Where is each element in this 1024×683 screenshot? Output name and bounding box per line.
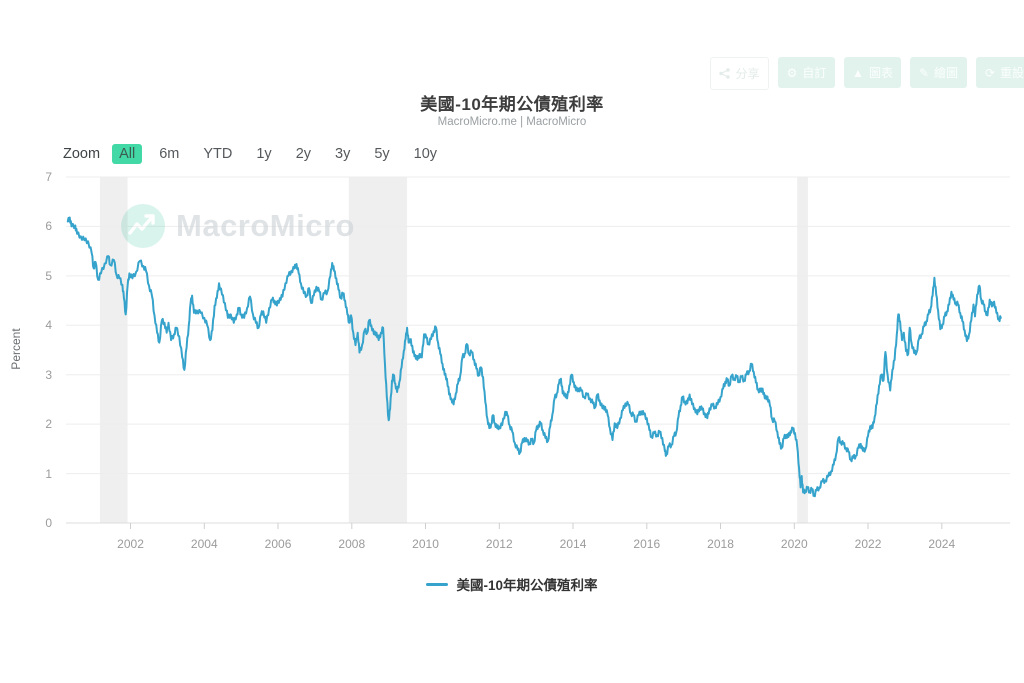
legend-item[interactable]: 美國-10年期公債殖利率 — [0, 574, 1024, 594]
zoom-option-6m[interactable]: 6m — [159, 146, 180, 162]
zoom-label: Zoom — [63, 146, 101, 162]
draw-button[interactable]: ✎ 繪圖 — [910, 57, 967, 88]
reset-button-label: 重設 — [1000, 66, 1024, 80]
zoom-option-All[interactable]: All — [112, 144, 143, 164]
customize-icon: ⚙ — [786, 65, 798, 80]
legend-line-swatch — [426, 582, 449, 586]
x-tick-label: 2022 — [854, 537, 882, 551]
x-tick-label: 2018 — [707, 537, 734, 551]
zoom-option-1y[interactable]: 1y — [256, 146, 272, 162]
x-tick-label: 2014 — [559, 537, 587, 551]
x-tick-label: 2012 — [485, 537, 513, 551]
charts-button[interactable]: ▲ 圖表 — [844, 57, 901, 88]
zoom-option-5y[interactable]: 5y — [374, 146, 390, 162]
y-tick-label: 1 — [45, 466, 52, 481]
zoom-option-3y[interactable]: 3y — [335, 146, 351, 162]
draw-icon: ✎ — [918, 65, 930, 80]
x-tick-label: 2008 — [338, 537, 366, 551]
customize-button-label: 自訂 — [802, 66, 827, 80]
share-button[interactable]: 分享 — [710, 57, 769, 90]
x-tick-label: 2016 — [633, 537, 661, 551]
page-title: 美國-10年期公債殖利率 — [420, 95, 604, 114]
share-button-label: 分享 — [735, 67, 760, 81]
y-tick-label: 5 — [45, 268, 52, 283]
legend-label: 美國-10年期公債殖利率 — [456, 578, 598, 593]
share-icon — [719, 68, 731, 79]
charts-button-label: 圖表 — [868, 66, 893, 80]
x-tick-label: 2004 — [190, 537, 218, 551]
zoom-option-10y[interactable]: 10y — [413, 146, 438, 162]
reset-icon: ⟳ — [984, 65, 996, 80]
x-tick-label: 2006 — [264, 537, 292, 551]
x-tick-label: 2024 — [928, 537, 956, 551]
y-tick-label: 2 — [45, 417, 52, 432]
x-tick-label: 2010 — [412, 537, 439, 551]
y-tick-label: 7 — [45, 170, 52, 184]
y-tick-label: 4 — [45, 318, 52, 333]
zoom-option-2y[interactable]: 2y — [295, 146, 312, 162]
y-tick-label: 0 — [45, 516, 52, 530]
draw-button-label: 繪圖 — [934, 66, 959, 80]
y-tick-label: 6 — [45, 219, 52, 234]
user-icon: ▲ — [852, 65, 864, 80]
y-tick-label: 3 — [45, 367, 52, 382]
zoom-range-bar: Zoom All 6m YTD 1y 2y 3y 5y 10y — [63, 144, 444, 164]
zoom-options: All 6m YTD 1y 2y 3y 5y 10y — [112, 144, 444, 164]
x-tick-label: 2002 — [117, 537, 144, 551]
toolbar: 分享 ⚙ 自訂 ▲ 圖表 ✎ 繪圖 ⟳ 重設 — [710, 57, 1024, 90]
zoom-option-YTD[interactable]: YTD — [203, 146, 233, 162]
reset-button[interactable]: ⟳ 重設 — [976, 57, 1024, 88]
x-tick-label: 2020 — [780, 537, 808, 551]
page-subtitle: MacroMicro.me | MacroMicro — [437, 116, 587, 128]
customize-button[interactable]: ⚙ 自訂 — [778, 57, 835, 88]
